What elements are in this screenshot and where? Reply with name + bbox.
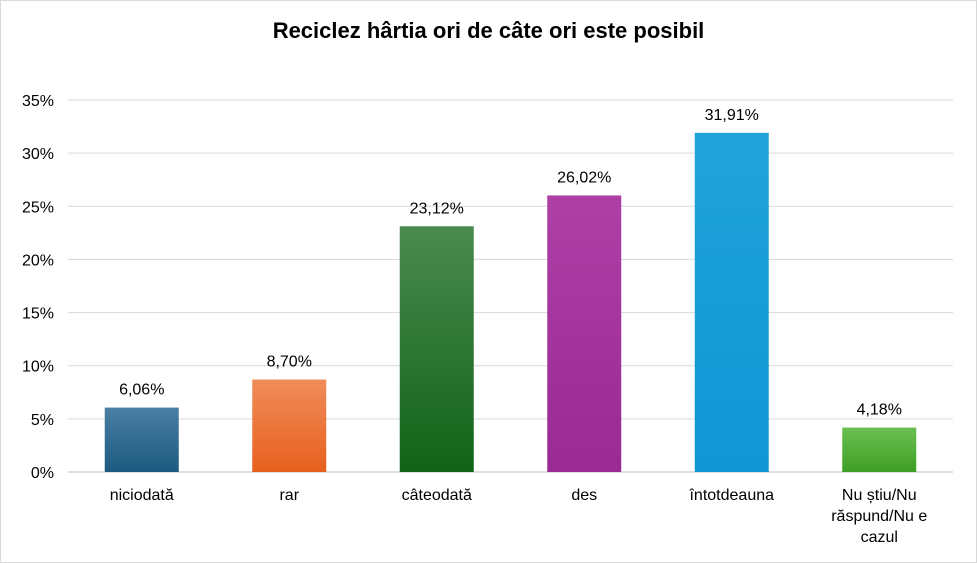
data-label: 26,02%: [557, 169, 611, 186]
y-tick-label: 10%: [22, 359, 54, 376]
y-tick-label: 35%: [22, 93, 54, 110]
y-tick-label: 0%: [31, 465, 54, 482]
y-tick-label: 25%: [22, 199, 54, 216]
bar: [547, 195, 622, 472]
y-tick-label: 5%: [31, 412, 54, 429]
bar: [842, 427, 917, 472]
data-label: 8,70%: [267, 354, 312, 371]
category-label: rar: [279, 487, 299, 504]
bar: [694, 132, 769, 472]
data-label: 31,91%: [705, 107, 759, 124]
category-label: des: [571, 487, 597, 504]
chart-title: Reciclez hârtia ori de câte ori este pos…: [272, 18, 705, 43]
y-axis-ticks: 0% 5% 10% 15% 20% 25% 30% 35%: [22, 93, 54, 482]
bar: [104, 407, 179, 472]
data-label: 4,18%: [857, 402, 902, 419]
bar: [399, 226, 474, 472]
category-label: întotdeauna: [688, 487, 774, 504]
y-tick-label: 20%: [22, 252, 54, 269]
category-labels: niciodată rar câteodată des întotdeauna Nu șt…: [110, 487, 928, 546]
data-labels: 6,06% 8,70% 23,12% 26,02% 31,91% 4,18%: [119, 107, 902, 419]
data-label: 6,06%: [119, 382, 164, 399]
category-label: niciodată: [110, 487, 174, 504]
data-label: 23,12%: [410, 200, 464, 217]
bars: [104, 132, 917, 472]
gridlines: [68, 99, 953, 473]
bar: [252, 379, 327, 472]
y-tick-label: 30%: [22, 146, 54, 163]
category-label: câteodată: [402, 487, 472, 504]
category-label: Nu știu/Nu răspund/Nu e cazul: [831, 487, 927, 546]
y-tick-label: 15%: [22, 306, 54, 323]
